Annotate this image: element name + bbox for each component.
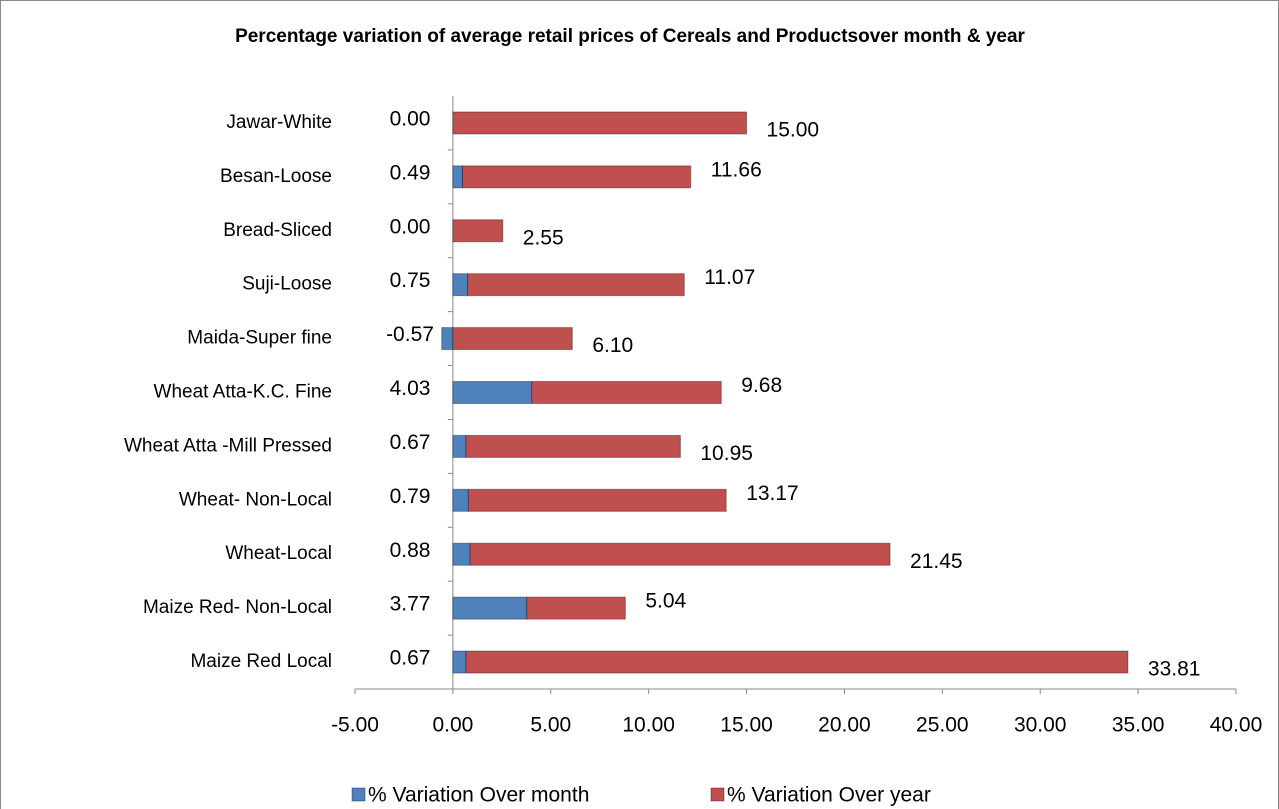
y-tick-label: Wheat-Local <box>225 543 332 564</box>
data-label: 21.45 <box>910 550 963 573</box>
x-tick-label: 15.00 <box>720 714 773 737</box>
x-tick-label: 30.00 <box>1014 714 1067 737</box>
x-tick-label: 10.00 <box>622 714 675 737</box>
bar <box>452 650 467 674</box>
data-label: 13.17 <box>746 482 799 505</box>
data-label: 0.67 <box>390 647 431 670</box>
x-tick-label: 25.00 <box>916 714 969 737</box>
legend-label: % Variation Over year <box>727 784 931 807</box>
data-label: 0.79 <box>390 485 431 508</box>
legend-swatch <box>351 787 366 802</box>
x-tick-label: -5.00 <box>331 714 379 737</box>
bar <box>465 650 1129 674</box>
bar <box>452 596 528 620</box>
y-tick-label: Maize Red Local <box>190 651 332 672</box>
data-label: 4.03 <box>390 377 431 400</box>
data-label: 0.75 <box>390 269 431 292</box>
data-label: 2.55 <box>523 226 564 249</box>
y-tick-label: Maize Red- Non-Local <box>143 597 332 618</box>
y-tick-label: Wheat- Non-Local <box>179 489 332 510</box>
y-tick-label: Wheat Atta -Mill Pressed <box>124 435 332 456</box>
bar <box>452 542 471 566</box>
data-label: 0.67 <box>390 431 431 454</box>
bar <box>531 381 722 404</box>
bar <box>469 542 891 566</box>
data-label: 9.68 <box>741 374 782 397</box>
bar <box>452 488 469 512</box>
x-tick-label: 5.00 <box>530 714 571 737</box>
y-tick-label: Wheat Atta-K.C. Fine <box>154 382 332 403</box>
y-tick-label: Suji-Loose <box>242 274 332 295</box>
data-label: 33.81 <box>1148 658 1201 681</box>
data-label: 6.10 <box>592 334 633 357</box>
y-tick-label: Besan-Loose <box>220 166 332 187</box>
data-label: 0.49 <box>390 161 431 184</box>
bar <box>452 381 533 404</box>
data-label: 11.07 <box>704 266 755 289</box>
data-label: -0.57 <box>386 323 434 346</box>
bar <box>452 219 504 243</box>
data-label: 5.04 <box>645 590 686 613</box>
y-tick-label: Jawar-White <box>226 112 332 133</box>
x-tick-label: 40.00 <box>1210 714 1263 737</box>
bar <box>452 111 748 135</box>
bar <box>452 273 469 297</box>
data-label: 3.77 <box>390 593 431 616</box>
bar <box>467 488 727 512</box>
legend-label: % Variation Over month <box>368 784 589 807</box>
bar <box>452 434 467 458</box>
bar <box>452 327 573 351</box>
bar <box>467 273 685 297</box>
x-tick-label: 35.00 <box>1112 714 1165 737</box>
data-label: 0.88 <box>390 539 431 562</box>
y-tick-label: Maida-Super fine <box>187 328 332 349</box>
data-label: 0.00 <box>390 215 431 238</box>
bar <box>465 434 681 458</box>
x-tick-label: 0.00 <box>432 714 473 737</box>
legend-swatch <box>710 787 725 802</box>
x-tick-label: 20.00 <box>818 714 871 737</box>
bar <box>461 165 692 189</box>
y-tick-label: Bread-Sliced <box>223 220 332 241</box>
data-label: 10.95 <box>700 442 753 465</box>
bar <box>441 327 454 351</box>
data-label: 0.00 <box>390 108 431 131</box>
bar <box>452 165 463 189</box>
data-label: 15.00 <box>767 119 820 142</box>
chart-title: Percentage variation of average retail p… <box>235 26 1025 47</box>
bar <box>526 596 626 620</box>
data-label: 11.66 <box>711 158 762 181</box>
